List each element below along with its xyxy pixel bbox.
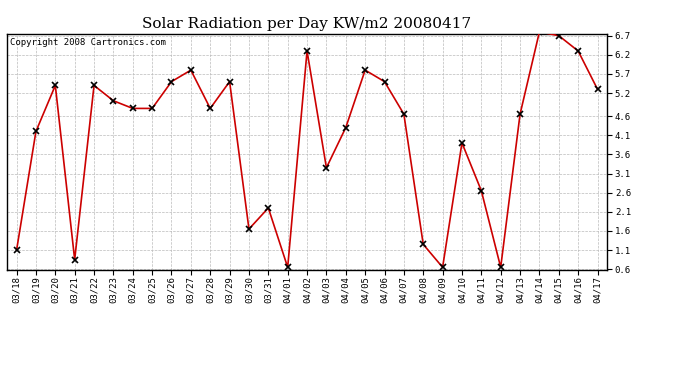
Text: Copyright 2008 Cartronics.com: Copyright 2008 Cartronics.com [10, 39, 166, 48]
Title: Solar Radiation per Day KW/m2 20080417: Solar Radiation per Day KW/m2 20080417 [143, 17, 471, 31]
